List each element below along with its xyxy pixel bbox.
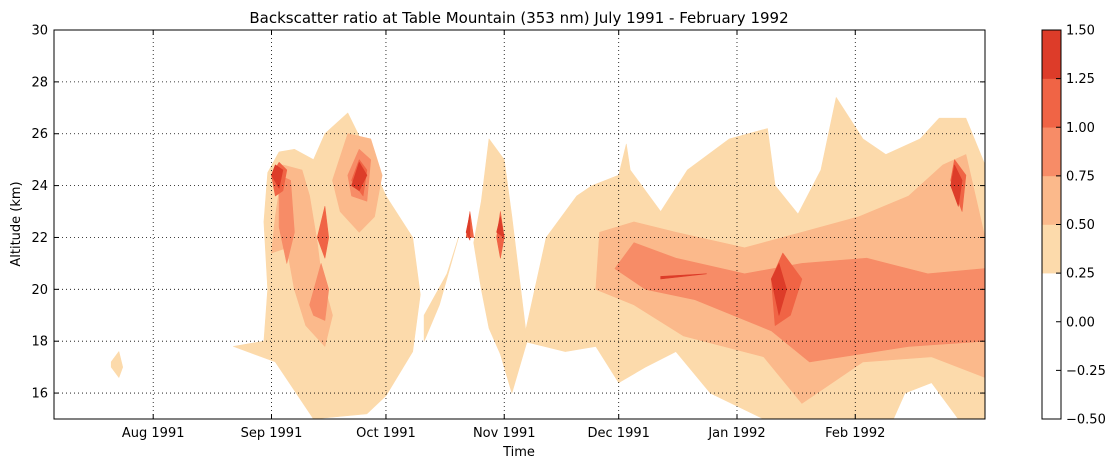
colorbar-tick-label: 1.25 <box>1066 72 1095 87</box>
colorbar: 1.50 1.25 1.00 0.75 0.50 0.25 0.00 −0.25 −0.50 <box>1041 24 1106 428</box>
colorbar-tick-label: 0.75 <box>1066 169 1095 184</box>
colorbar-band <box>1042 78 1061 128</box>
y-tick-label: 30 <box>31 24 48 39</box>
x-tick-label: Aug 1991 <box>122 426 185 441</box>
colorbar-band <box>1042 175 1061 225</box>
x-tick-label: Sep 1991 <box>241 426 303 441</box>
contour-region-1_25-3 <box>496 216 505 238</box>
chart-title: Backscatter ratio at Table Mountain (353… <box>249 9 788 27</box>
contour-region-1_25-2 <box>465 213 471 241</box>
grid-lines <box>54 30 985 419</box>
x-tick-label: Dec 1991 <box>588 426 650 441</box>
colorbar-tick-label: 0.00 <box>1066 315 1095 330</box>
y-tick-label: 18 <box>31 335 48 350</box>
y-tick-label: 24 <box>31 179 48 194</box>
x-tick-label: Oct 1991 <box>356 426 416 441</box>
plot-area: Aug 1991 Sep 1991 Oct 1991 Nov 1991 Dec 1991… <box>31 24 986 441</box>
x-axis-ticks: Aug 1991 Sep 1991 Oct 1991 Nov 1991 Dec 1991… <box>122 30 885 441</box>
colorbar-tick-label: −0.50 <box>1066 413 1106 428</box>
contour-region-0_75-1 <box>309 263 330 321</box>
y-axis-ticks: 16 18 20 22 24 26 28 30 <box>31 24 985 402</box>
contour-regions <box>110 97 986 420</box>
y-axis-label: Altitude (km) <box>9 181 24 266</box>
contour-region-0_25-0 <box>110 351 123 378</box>
y-tick-label: 22 <box>31 231 48 246</box>
contour-region-1_25-6 <box>950 164 963 207</box>
contour-region-1_25-4 <box>660 273 707 280</box>
colorbar-band <box>1042 127 1061 177</box>
colorbar-tick-label: 1.00 <box>1066 121 1095 136</box>
x-tick-label: Jan 1992 <box>707 426 765 441</box>
contour-region-1_25-0 <box>271 164 284 189</box>
colorbar-band <box>1042 321 1061 371</box>
colorbar-tick-label: 0.50 <box>1066 218 1095 233</box>
contour-region-0_75-0 <box>278 174 295 264</box>
y-tick-label: 28 <box>31 75 48 90</box>
x-tick-label: Feb 1992 <box>825 426 885 441</box>
contour-region-0_25-2 <box>423 237 459 342</box>
colorbar-band <box>1042 30 1061 79</box>
y-tick-label: 20 <box>31 283 48 298</box>
y-tick-label: 26 <box>31 127 48 142</box>
y-tick-label: 16 <box>31 387 48 402</box>
colorbar-band <box>1042 224 1061 274</box>
colorbar-band <box>1042 370 1061 420</box>
contour-region-0_25-3 <box>473 138 528 394</box>
x-axis-label: Time <box>502 445 535 460</box>
contour-region-1_25-1 <box>351 162 368 192</box>
contour-region-1-1 <box>316 206 330 259</box>
colorbar-tick-label: −0.25 <box>1066 364 1106 379</box>
x-tick-label: Nov 1991 <box>473 426 536 441</box>
colorbar-tick-label: 1.50 <box>1066 24 1095 39</box>
colorbar-tick-label: 0.25 <box>1066 267 1095 282</box>
colorbar-band <box>1042 273 1061 323</box>
plot-frame <box>53 29 986 420</box>
